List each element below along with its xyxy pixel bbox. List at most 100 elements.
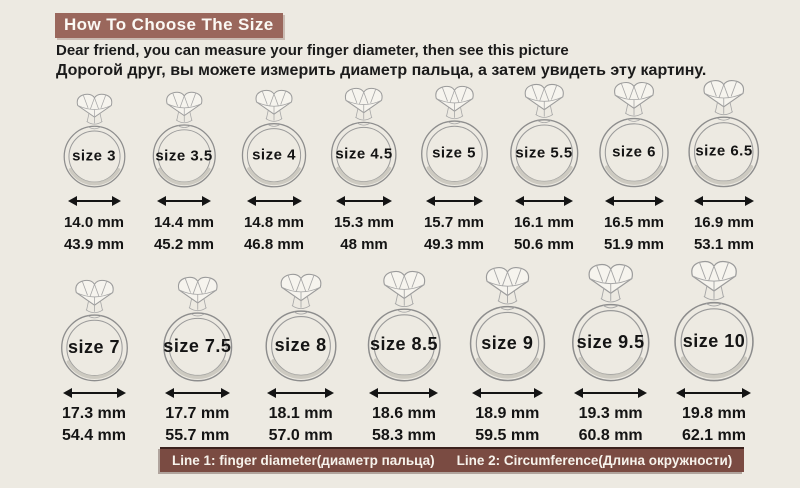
diameter-arrow-icon — [425, 196, 483, 206]
ring-size-column: size 9.5 19.3 mm 60.8 mm — [561, 263, 661, 445]
diameter-arrow-icon — [336, 196, 392, 206]
ring-graphic-wrap: size 4.5 — [325, 87, 403, 188]
diameter-arrow-icon — [574, 388, 648, 398]
ring-illustration: size 8.5 — [361, 268, 448, 382]
finger-diameter-value: 18.6 mm — [371, 405, 436, 422]
diamond-ring-icon — [367, 270, 441, 382]
ring-size-column: size 6 16.5 mm 51.9 mm — [590, 81, 678, 254]
ring-illustration: size 4 — [236, 89, 312, 188]
ring-size-label: size 6 — [612, 143, 656, 161]
arrow-line — [700, 200, 748, 202]
ring-illustration: size 3.5 — [147, 90, 222, 188]
ring-graphic-wrap: size 4 — [236, 89, 312, 188]
ring-graphic-wrap: size 7 — [55, 279, 134, 382]
ring-size-label: size 3.5 — [155, 147, 213, 164]
arrow-line — [342, 200, 386, 202]
ring-size-label: size 8 — [274, 335, 327, 356]
ring-graphic-wrap: size 3 — [58, 93, 131, 188]
diamond-ring-icon — [152, 91, 216, 188]
ring-graphic-wrap: size 5.5 — [504, 83, 585, 188]
ring-size-column: size 5 15.7 mm 49.3 mm — [410, 85, 498, 254]
ring-size-column: size 7.5 17.7 mm 55.7 mm — [147, 268, 247, 445]
diamond-ring-icon — [599, 81, 669, 188]
finger-diameter-value: 17.3 mm — [61, 405, 127, 422]
ring-graphic-wrap: size 3.5 — [147, 91, 222, 188]
ring-graphic-wrap: size 7.5 — [157, 276, 239, 382]
diamond-ring-icon — [63, 93, 125, 188]
diameter-arrow-icon — [267, 388, 335, 398]
diamond-ring-icon — [509, 83, 579, 188]
ring-size-column: size 8.5 18.6 mm 58.3 mm — [354, 268, 454, 445]
ring-illustration: size 6.5 — [682, 80, 766, 188]
ring-size-column: size 5.5 16.1 mm 50.6 mm — [500, 83, 588, 254]
page-title: How To Choose The Size — [55, 13, 283, 38]
circumference-value: 57.0 mm — [268, 427, 333, 444]
finger-diameter-value: 16.9 mm — [693, 214, 755, 231]
diameter-arrow-icon — [157, 196, 211, 206]
diamond-ring-icon — [469, 267, 546, 382]
ring-illustration: size 7 — [55, 268, 134, 382]
ring-size-label: size 6.5 — [695, 142, 753, 160]
finger-diameter-value: 16.5 mm — [603, 214, 665, 231]
ring-size-column: size 3 14.0 mm 43.9 mm — [50, 90, 138, 254]
diameter-arrow-icon — [369, 388, 439, 398]
diameter-arrow-icon — [676, 388, 752, 398]
finger-diameter-value: 15.3 mm — [333, 214, 395, 231]
diameter-arrow-icon — [604, 196, 664, 206]
legend-line1-diameter: Line 1: finger diameter(диаметр пальца) — [172, 453, 435, 468]
circumference-value: 48 mm — [340, 236, 388, 253]
ring-illustration: size 3 — [58, 90, 131, 188]
arrow-line — [521, 200, 567, 202]
diameter-arrow-icon — [62, 388, 126, 398]
diameter-arrow-icon — [515, 196, 573, 206]
arrow-line — [68, 392, 120, 394]
finger-diameter-value: 14.8 mm — [243, 214, 305, 231]
ring-size-label: size 7 — [67, 337, 121, 358]
arrow-line — [431, 200, 477, 202]
circumference-value: 51.9 mm — [603, 236, 665, 253]
circumference-value: 43.9 mm — [63, 236, 125, 253]
diamond-ring-icon — [331, 87, 397, 188]
finger-diameter-value: 14.0 mm — [63, 214, 125, 231]
ring-size-column: size 7 17.3 mm 54.4 mm — [44, 268, 144, 445]
arrow-line — [252, 200, 296, 202]
ring-row-sizes-3-to-6.5: size 3 14.0 mm 43.9 mm — [50, 80, 768, 254]
circumference-value: 58.3 mm — [371, 427, 436, 444]
arrow-line — [170, 392, 224, 394]
circumference-value: 49.3 mm — [423, 236, 485, 253]
circumference-value: 45.2 mm — [153, 236, 215, 253]
finger-diameter-value: 18.1 mm — [268, 405, 333, 422]
ring-illustration: size 5 — [415, 85, 494, 188]
ring-size-label: size 5 — [432, 144, 476, 162]
ring-graphic-wrap: size 6.5 — [682, 79, 766, 188]
ring-graphic-wrap: size 8.5 — [361, 270, 448, 382]
ring-graphic-wrap: size 9 — [463, 266, 552, 382]
ring-size-column: size 6.5 16.9 mm 53.1 mm — [680, 80, 768, 254]
circumference-value: 60.8 mm — [578, 427, 643, 444]
legend-bar: Line 1: finger diameter(диаметр пальца) … — [160, 447, 745, 472]
finger-diameter-value: 18.9 mm — [475, 405, 540, 422]
finger-diameter-value: 15.7 mm — [423, 214, 485, 231]
ring-size-column: size 4.5 15.3 mm 48 mm — [320, 87, 408, 254]
finger-diameter-value: 16.1 mm — [513, 214, 575, 231]
ring-size-label: size 3 — [72, 147, 116, 165]
diamond-ring-icon — [420, 85, 488, 188]
arrow-line — [73, 200, 115, 202]
circumference-value: 62.1 mm — [681, 427, 746, 444]
circumference-value: 54.4 mm — [61, 427, 127, 444]
ring-graphic-wrap: size 6 — [593, 81, 675, 188]
diamond-ring-icon — [674, 260, 754, 382]
subtitle-russian: Дорогой друг, вы можете измерить диаметр… — [56, 62, 707, 79]
diamond-ring-icon — [265, 273, 337, 382]
ring-graphic-wrap: size 10 — [667, 260, 761, 382]
ring-illustration: size 8 — [259, 268, 343, 382]
arrow-line — [610, 200, 658, 202]
diamond-ring-icon — [571, 263, 650, 382]
ring-size-column: size 3.5 14.4 mm 45.2 mm — [140, 90, 228, 254]
ring-size-label: size 4.5 — [335, 145, 393, 163]
subtitle-english: Dear friend, you can measure your finger… — [56, 42, 569, 59]
ring-illustration: size 6 — [593, 81, 675, 188]
diameter-arrow-icon — [694, 196, 754, 206]
arrow-line — [375, 392, 433, 394]
